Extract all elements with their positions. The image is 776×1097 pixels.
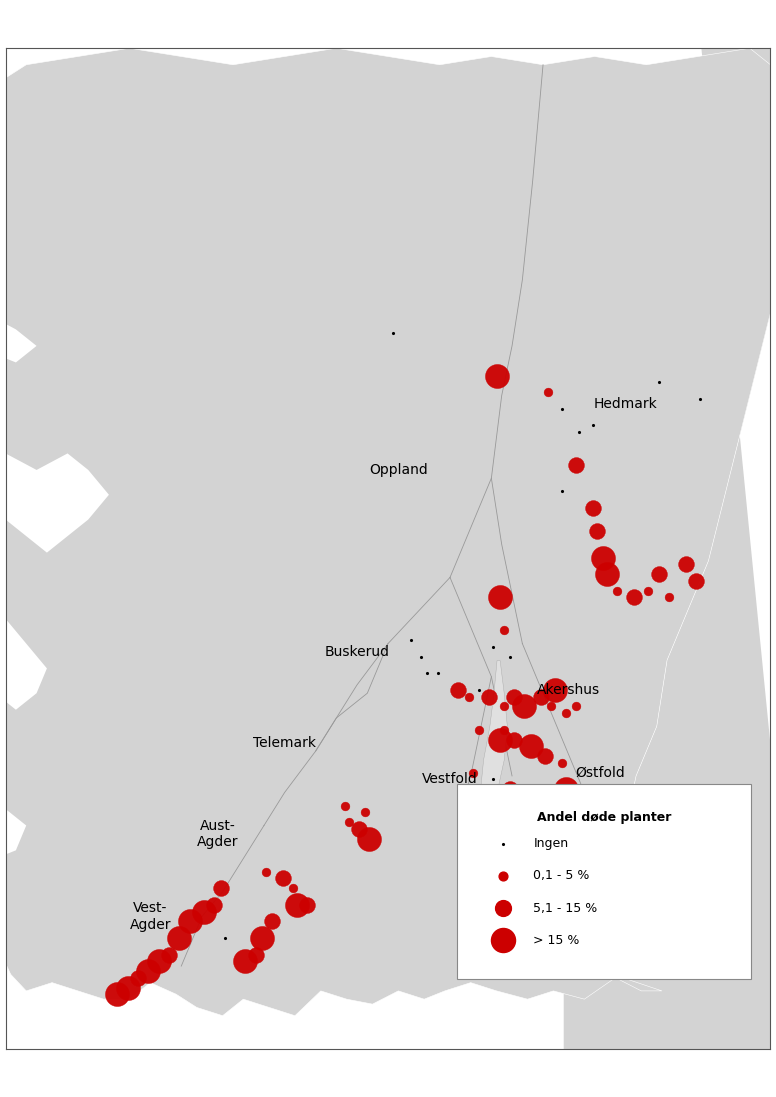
- Point: [539, 747, 551, 765]
- Point: [518, 698, 531, 715]
- Point: [653, 565, 665, 583]
- Point: [559, 780, 572, 798]
- Point: [591, 522, 603, 540]
- Point: [643, 581, 655, 599]
- Point: [250, 946, 262, 963]
- Point: [504, 780, 516, 798]
- Point: [208, 896, 220, 914]
- Point: [680, 555, 692, 573]
- Point: [286, 880, 299, 897]
- Point: [173, 929, 185, 947]
- Text: Buskerud: Buskerud: [324, 645, 390, 659]
- Point: [260, 863, 272, 881]
- Point: [198, 903, 210, 920]
- Point: [490, 366, 503, 384]
- Text: Andel døde planter: Andel døde planter: [537, 811, 671, 824]
- Point: [559, 704, 572, 722]
- Text: Akershus: Akershus: [537, 683, 601, 697]
- Point: [663, 588, 675, 606]
- Point: [276, 870, 289, 887]
- Text: Vestfold: Vestfold: [422, 772, 478, 787]
- Point: [545, 698, 557, 715]
- Text: 0,1 - 5 %: 0,1 - 5 %: [533, 870, 590, 882]
- Point: [497, 721, 510, 738]
- Text: Ingen: Ingen: [533, 837, 569, 850]
- Point: [239, 952, 251, 970]
- Text: Oppland: Oppland: [369, 463, 428, 477]
- Point: [611, 581, 624, 599]
- Point: [359, 803, 372, 821]
- Point: [473, 721, 485, 738]
- Point: [494, 588, 506, 606]
- Point: [576, 787, 588, 804]
- Point: [452, 681, 465, 699]
- Point: [266, 913, 279, 930]
- Point: [508, 731, 521, 748]
- Point: [497, 698, 510, 715]
- Point: [132, 969, 144, 986]
- Point: [545, 787, 557, 804]
- Point: [363, 830, 376, 848]
- Point: [342, 814, 355, 832]
- Point: [494, 731, 506, 748]
- Point: [570, 456, 582, 474]
- Point: [542, 384, 554, 402]
- Point: [255, 929, 268, 947]
- Point: [338, 796, 351, 814]
- Point: [142, 962, 154, 980]
- Point: [597, 548, 609, 566]
- Text: Hedmark: Hedmark: [594, 397, 657, 410]
- Point: [514, 787, 526, 804]
- Point: [121, 979, 133, 996]
- Point: [535, 688, 547, 705]
- Point: [183, 913, 196, 930]
- Point: [291, 896, 303, 914]
- Text: Aust-
Agder: Aust- Agder: [196, 818, 238, 849]
- Point: [504, 803, 516, 821]
- Point: [556, 754, 568, 771]
- Text: Vest-
Agder: Vest- Agder: [130, 902, 171, 931]
- Point: [525, 737, 537, 755]
- Point: [353, 821, 365, 838]
- Point: [628, 588, 640, 606]
- Text: Telemark: Telemark: [253, 736, 316, 750]
- Point: [214, 880, 227, 897]
- Text: 5,1 - 15 %: 5,1 - 15 %: [533, 902, 598, 915]
- Text: Østfold: Østfold: [575, 766, 625, 780]
- Point: [152, 952, 165, 970]
- Point: [497, 622, 510, 640]
- Point: [690, 572, 702, 589]
- Point: [549, 681, 562, 699]
- Text: > 15 %: > 15 %: [533, 934, 580, 947]
- Point: [570, 698, 582, 715]
- Point: [301, 896, 314, 914]
- Point: [462, 688, 475, 705]
- Point: [466, 764, 479, 781]
- FancyBboxPatch shape: [457, 783, 751, 979]
- Point: [163, 946, 175, 963]
- Point: [111, 985, 123, 1003]
- Point: [587, 499, 599, 517]
- Point: [601, 565, 613, 583]
- Point: [483, 688, 496, 705]
- Point: [508, 688, 521, 705]
